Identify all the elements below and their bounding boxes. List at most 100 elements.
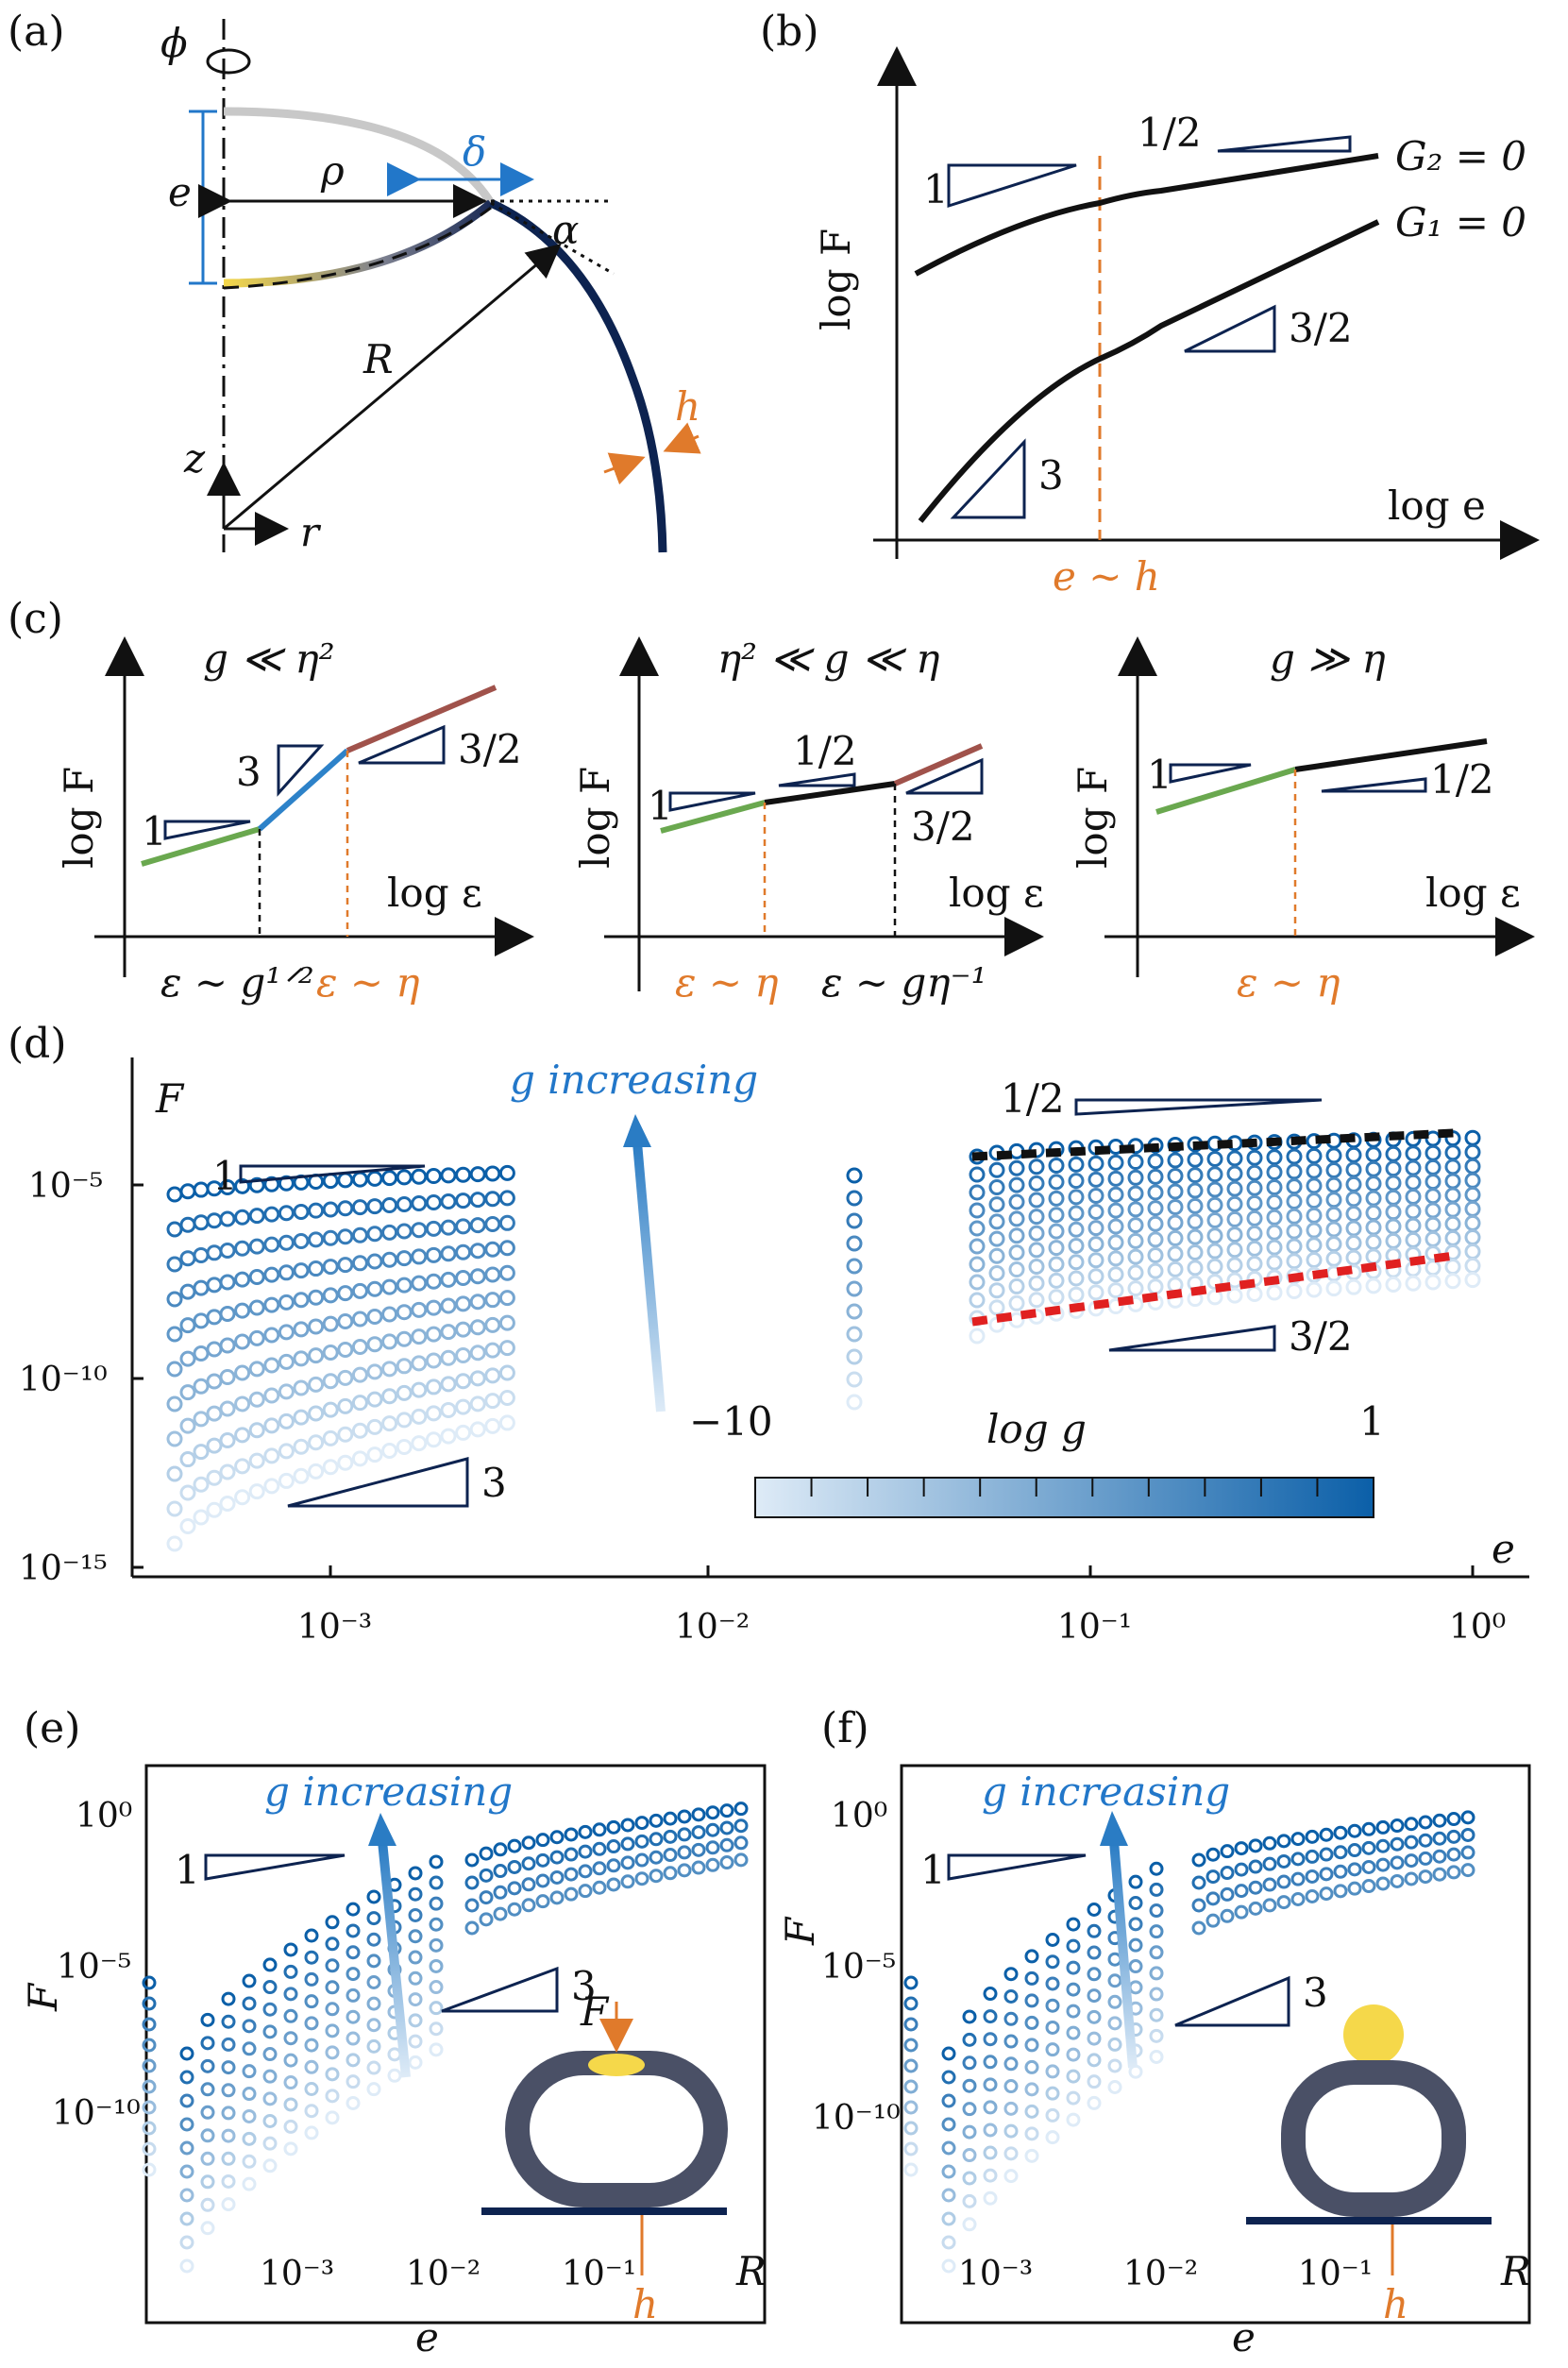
d-point — [846, 1167, 863, 1184]
d-point — [396, 1223, 413, 1240]
ef-point — [1234, 1862, 1249, 1877]
d-point — [1028, 1259, 1045, 1276]
ef-point — [1003, 1988, 1019, 2004]
ef-point — [142, 2121, 157, 2136]
ef-point — [179, 2046, 194, 2061]
ef-point — [1390, 1836, 1405, 1852]
d-colorbar-ticks — [810, 1478, 1319, 1497]
ef-point — [1149, 2028, 1164, 2043]
ef-point — [366, 1996, 381, 2011]
ef-point — [649, 1869, 664, 1884]
d-point — [1464, 1143, 1481, 1160]
ef-point — [366, 1889, 381, 1904]
ef-point — [1432, 1831, 1447, 1846]
d-point — [1464, 1200, 1481, 1217]
d-point — [1206, 1258, 1223, 1275]
d-point — [219, 1210, 236, 1227]
d-point — [498, 1314, 515, 1331]
d-scatter-points — [166, 1129, 1481, 1552]
d-point — [846, 1326, 863, 1343]
d-point — [278, 1294, 295, 1311]
ef-point — [221, 2014, 236, 2029]
d-point — [1345, 1278, 1362, 1295]
d-point — [1008, 1244, 1025, 1261]
ef-point — [1045, 2107, 1060, 2123]
c2-xlabel: log ε — [949, 870, 1044, 916]
ef-point — [304, 1950, 319, 1965]
ef-point — [1460, 1863, 1475, 1878]
d-point — [1127, 1264, 1144, 1281]
ef-point — [549, 1890, 565, 1905]
d-point — [411, 1275, 428, 1292]
d-point — [166, 1395, 183, 1412]
panel-d: (d) 10⁻⁵ 10⁻¹⁰ 10⁻¹⁵ 10⁻³ 10⁻² 10⁻¹ 10⁰ … — [8, 1020, 1529, 1647]
d-point — [308, 1318, 325, 1335]
d-point — [988, 1247, 1005, 1264]
ef-point — [1220, 1886, 1235, 1902]
c3-slope-half: 1/2 — [1430, 756, 1494, 803]
d-point — [1127, 1217, 1144, 1234]
ef-point — [429, 1937, 444, 1953]
b-curve-G2 — [914, 153, 1379, 277]
ef-point — [1087, 2074, 1102, 2089]
b-marker-label: e ∼ h — [1053, 553, 1160, 600]
ef-point — [262, 2002, 278, 2017]
d-point — [263, 1327, 280, 1344]
d-point — [1266, 1149, 1283, 1166]
ef-point — [1460, 1810, 1475, 1825]
d-point — [396, 1330, 413, 1347]
ef-point — [1128, 1980, 1143, 1995]
d-point — [179, 1484, 196, 1501]
d-point — [1444, 1273, 1461, 1290]
d-point — [969, 1166, 986, 1183]
ef-point — [1024, 2015, 1039, 2030]
ef-point — [1418, 1851, 1433, 1866]
d-point — [366, 1226, 383, 1243]
ef-point — [1045, 1933, 1060, 1948]
d-point — [846, 1212, 863, 1229]
ef-point — [1003, 2034, 1019, 2049]
d-point — [1107, 1202, 1124, 1219]
ef-point — [1262, 1877, 1277, 1892]
ef-point — [983, 2055, 998, 2070]
d-point — [411, 1328, 428, 1345]
d-point — [193, 1312, 210, 1329]
ef-point — [325, 2089, 340, 2104]
ef-point — [903, 2162, 919, 2177]
d-point — [969, 1238, 986, 1255]
ef-point — [691, 1807, 706, 1822]
d-point — [351, 1422, 368, 1439]
d-point — [366, 1253, 383, 1270]
f-R-label: R — [1500, 2248, 1531, 2294]
d-point — [1048, 1157, 1065, 1174]
d-point — [1385, 1232, 1402, 1249]
d-point — [484, 1165, 501, 1182]
ef-point — [1375, 1819, 1391, 1835]
ef-point — [1432, 1813, 1447, 1828]
ef-point — [179, 2164, 194, 2179]
d-point — [1206, 1166, 1223, 1183]
d-point — [1068, 1286, 1085, 1303]
ef-point — [1460, 1845, 1475, 1860]
d-point — [179, 1451, 196, 1468]
d-point — [293, 1379, 310, 1396]
ef-point — [221, 1991, 236, 2006]
d-point — [1008, 1227, 1025, 1244]
ef-point — [903, 1996, 919, 2011]
d-point — [1365, 1219, 1382, 1236]
d-point — [1385, 1160, 1402, 1177]
d-point — [1286, 1208, 1303, 1225]
ef-point — [1390, 1818, 1405, 1834]
d-point — [366, 1418, 383, 1435]
d-point — [206, 1309, 223, 1326]
d-point — [366, 1363, 383, 1380]
d-point — [846, 1348, 863, 1365]
d-point — [293, 1350, 310, 1367]
d-point — [455, 1243, 472, 1260]
d-point — [425, 1220, 442, 1237]
ef-point — [1290, 1832, 1306, 1847]
c1-slope-1: 1 — [142, 808, 167, 854]
d-point — [206, 1341, 223, 1358]
d-point — [1087, 1284, 1104, 1301]
d-point — [498, 1290, 515, 1307]
